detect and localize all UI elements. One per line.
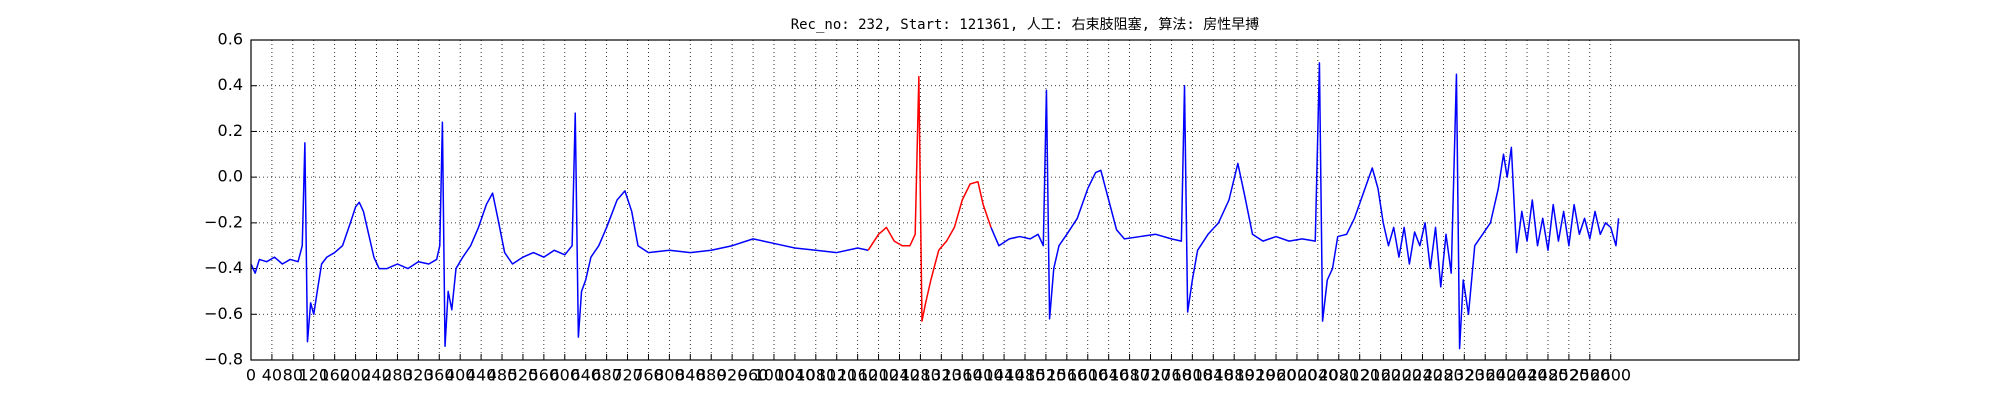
x-tick-label: 2120 xyxy=(1339,366,1380,385)
x-tick-label: 1320 xyxy=(921,366,962,385)
x-tick-label: 320 xyxy=(403,366,434,385)
x-tick-label: 120 xyxy=(298,366,329,385)
x-tick-label: 1160 xyxy=(837,366,878,385)
x-tick-label: 1440 xyxy=(984,366,1025,385)
x-tick-label: 560 xyxy=(529,366,560,385)
x-tick-label: 2440 xyxy=(1507,366,1548,385)
x-tick-label: 960 xyxy=(738,366,769,385)
x-tick-label: 2520 xyxy=(1549,366,1590,385)
x-tick-label: 2400 xyxy=(1486,366,1527,385)
x-tick-label: 1400 xyxy=(963,366,1004,385)
x-tick-label: 1480 xyxy=(1005,366,1046,385)
y-tick-label: −0.2 xyxy=(204,212,243,231)
y-tick-label: −0.4 xyxy=(204,258,243,277)
x-tick-label: 1720 xyxy=(1130,366,1171,385)
x-tick-label: 1120 xyxy=(816,366,857,385)
x-tick-label: 1880 xyxy=(1214,366,1255,385)
plot-frame xyxy=(250,39,1800,361)
series-line xyxy=(867,75,992,322)
x-tick-label: 1560 xyxy=(1046,366,1087,385)
x-tick-label: 1760 xyxy=(1151,366,1192,385)
x-tick-label: 360 xyxy=(424,366,455,385)
x-tick-label: 800 xyxy=(654,366,685,385)
y-tick-label: −0.8 xyxy=(204,350,243,369)
chart-title: Rec_no: 232, Start: 121361, 人工: 右束肢阻塞, 算… xyxy=(791,16,1260,33)
y-tick-label: 0.4 xyxy=(218,75,243,94)
x-tick-label: 600 xyxy=(550,366,581,385)
x-tick-label: 1000 xyxy=(754,366,795,385)
series-line xyxy=(250,62,1620,350)
x-tick-label: 2600 xyxy=(1590,366,1631,385)
y-tick-label: 0.0 xyxy=(218,167,243,186)
x-tick-label: 2360 xyxy=(1465,366,1506,385)
x-tick-label: 1800 xyxy=(1172,366,1213,385)
x-tick-label: 2280 xyxy=(1423,366,1464,385)
x-tick-label: 2480 xyxy=(1528,366,1569,385)
y-tick-label: 0.6 xyxy=(218,30,243,49)
y-tick-label: 0.2 xyxy=(218,121,243,140)
x-tick-label: 160 xyxy=(319,366,350,385)
x-tick-label: 720 xyxy=(612,366,643,385)
x-tick-label: 2320 xyxy=(1444,366,1485,385)
x-tick-label: 1080 xyxy=(795,366,836,385)
x-tick-label: 1920 xyxy=(1235,366,1276,385)
x-tick-label: 2560 xyxy=(1569,366,1610,385)
x-tick-label: 640 xyxy=(570,366,601,385)
x-tick-label: 880 xyxy=(696,366,727,385)
x-tick-label: 760 xyxy=(633,366,664,385)
x-tick-label: 920 xyxy=(717,366,748,385)
x-tick-label: 520 xyxy=(508,366,539,385)
x-tick-label: 1960 xyxy=(1256,366,1297,385)
x-tick-label: 1040 xyxy=(775,366,816,385)
x-tick-label: 680 xyxy=(591,366,622,385)
x-tick-label: 840 xyxy=(675,366,706,385)
x-tick-label: 1240 xyxy=(879,366,920,385)
x-tick-label: 0 xyxy=(246,366,256,385)
x-tick-label: 80 xyxy=(283,366,303,385)
x-tick-label: 40 xyxy=(262,366,282,385)
x-tick-label: 240 xyxy=(361,366,392,385)
x-tick-label: 1600 xyxy=(1067,366,1108,385)
x-tick-label: 1520 xyxy=(1026,366,1067,385)
y-tick-label: −0.6 xyxy=(204,304,243,323)
x-tick-label: 1280 xyxy=(900,366,941,385)
x-tick-label: 2160 xyxy=(1360,366,1401,385)
x-tick-label: 2080 xyxy=(1318,366,1359,385)
x-tick-label: 440 xyxy=(466,366,497,385)
x-tick-label: 480 xyxy=(487,366,518,385)
x-tick-label: 1360 xyxy=(942,366,983,385)
x-tick-label: 2200 xyxy=(1381,366,1422,385)
x-tick-label: 200 xyxy=(340,366,371,385)
x-tick-label: 1680 xyxy=(1109,366,1150,385)
x-tick-label: 2000 xyxy=(1277,366,1318,385)
x-tick-label: 1200 xyxy=(858,366,899,385)
x-tick-label: 1840 xyxy=(1193,366,1234,385)
x-tick-label: 1640 xyxy=(1088,366,1129,385)
x-tick-label: 280 xyxy=(382,366,413,385)
x-tick-label: 400 xyxy=(445,366,476,385)
x-tick-label: 2240 xyxy=(1402,366,1443,385)
x-tick-label: 2040 xyxy=(1298,366,1339,385)
